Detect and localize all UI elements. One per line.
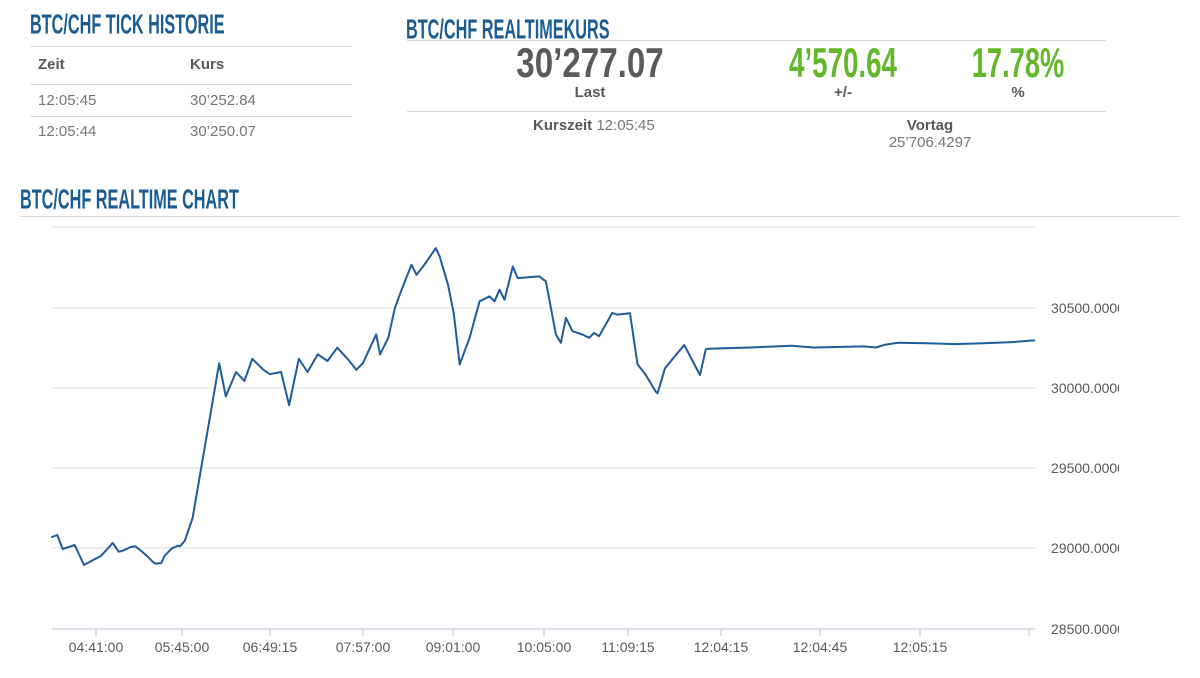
svg-text:29500.0000: 29500.0000: [1051, 460, 1125, 476]
svg-text:29000.0000: 29000.0000: [1051, 540, 1125, 556]
svg-text:28500.0000: 28500.0000: [1051, 621, 1125, 637]
svg-text:07:57:00: 07:57:00: [336, 639, 391, 655]
svg-text:11:09:15: 11:09:15: [601, 639, 655, 655]
svg-text:12:05:15: 12:05:15: [893, 639, 948, 655]
svg-text:12:04:45: 12:04:45: [793, 639, 848, 655]
svg-text:05:45:00: 05:45:00: [155, 639, 210, 655]
svg-text:04:41:00: 04:41:00: [69, 639, 124, 655]
svg-text:10:05:00: 10:05:00: [517, 639, 572, 655]
svg-text:06:49:15: 06:49:15: [243, 639, 298, 655]
svg-text:12:04:15: 12:04:15: [694, 639, 749, 655]
svg-text:30500.0000: 30500.0000: [1051, 300, 1125, 316]
svg-text:09:01:00: 09:01:00: [426, 639, 481, 655]
svg-text:30000.0000: 30000.0000: [1051, 380, 1125, 396]
